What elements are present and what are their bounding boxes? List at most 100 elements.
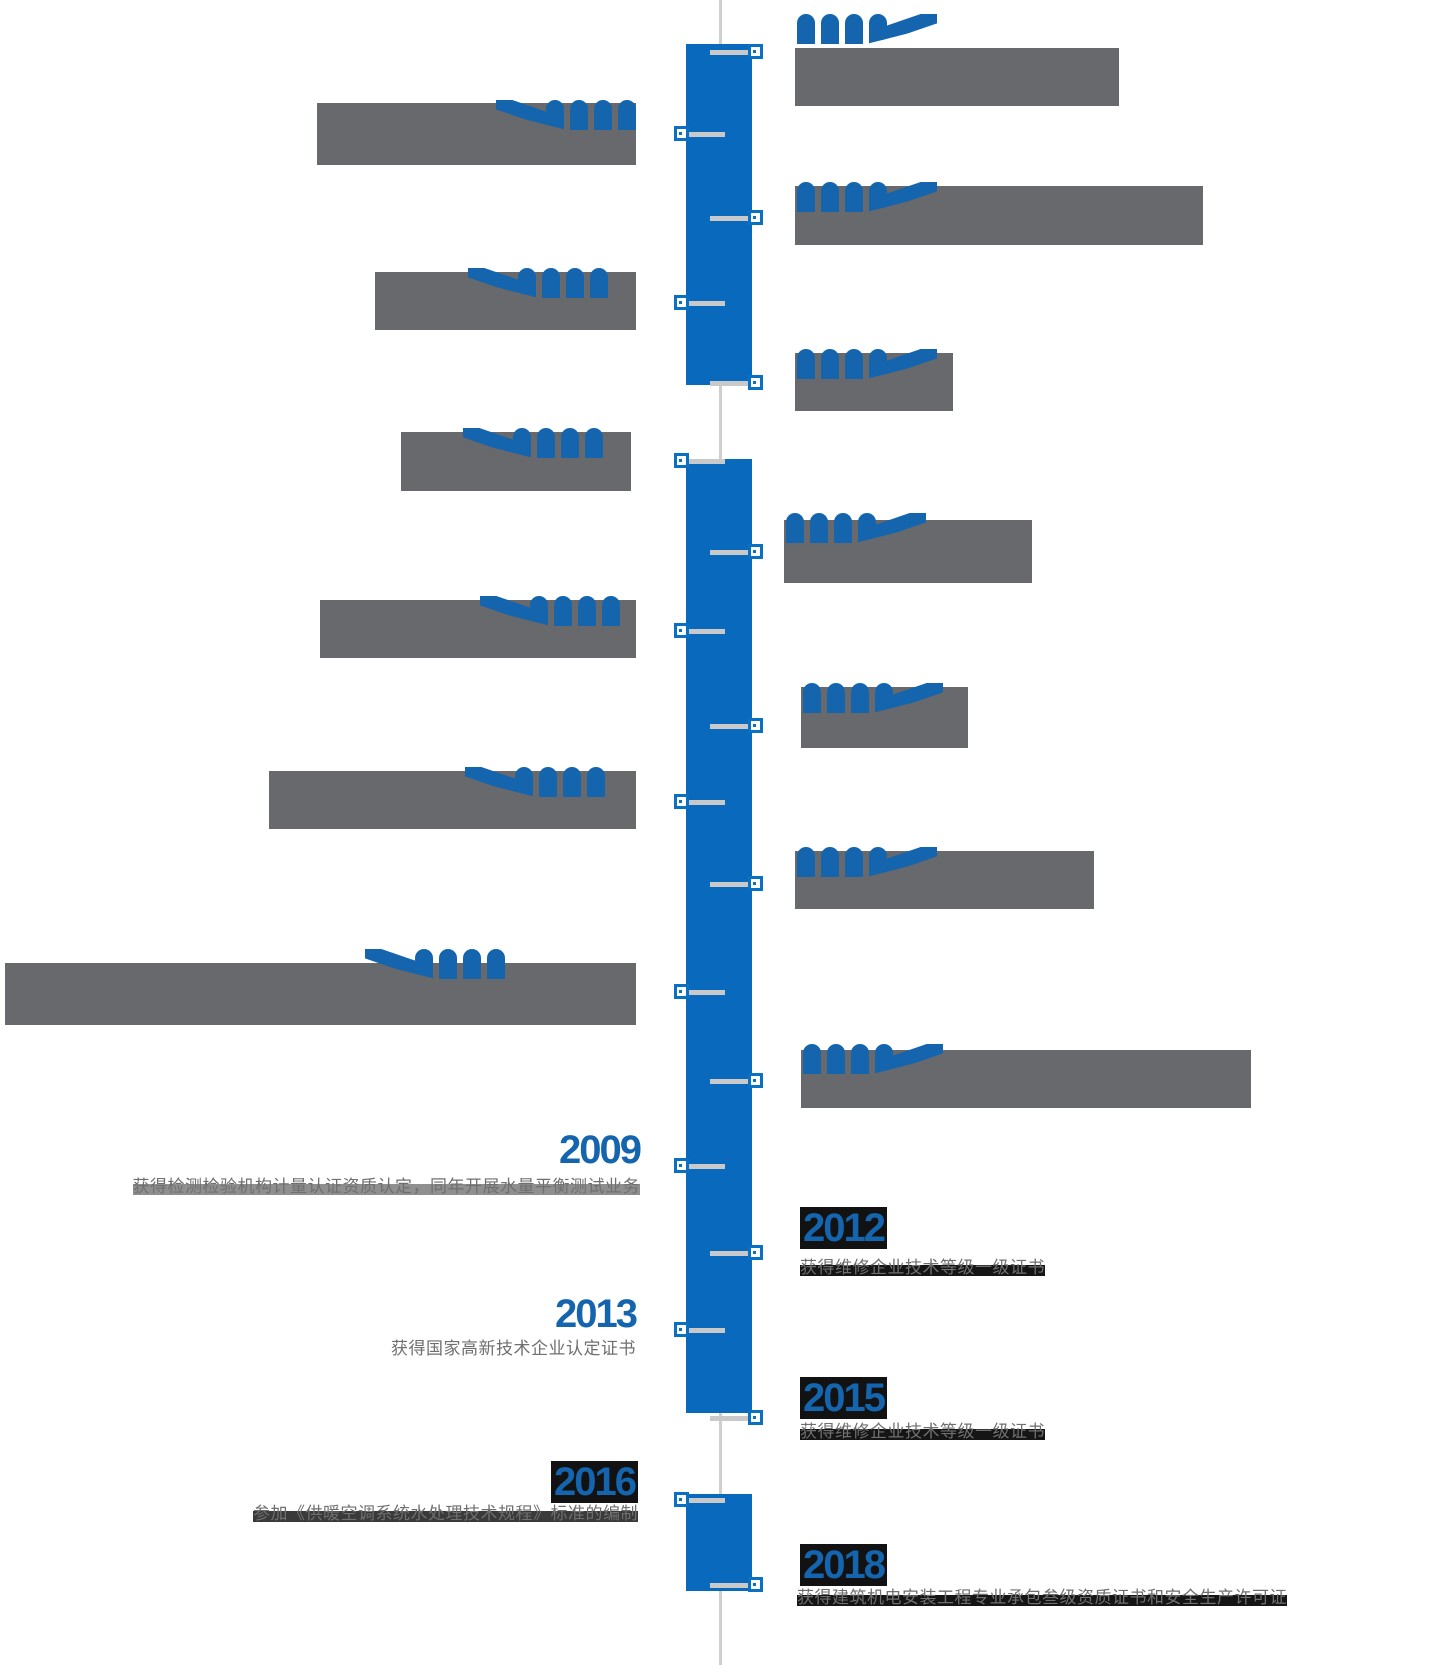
year-digit-top [827,683,845,713]
timeline-tick [710,550,750,555]
year-digit-top [585,428,603,458]
year-digit-top [845,14,863,44]
milestone-description-text: 获得维修企业技术等级一级证书 [800,1422,1045,1441]
timeline-tick [710,1416,750,1421]
year-digit-top [563,767,581,797]
timeline-tick [687,132,725,137]
year-digit-top [797,349,815,379]
timeline-bar-segment [686,1494,752,1591]
year-digit-top [803,1044,821,1074]
year-digit-top [618,100,636,130]
year-digit-top [821,847,839,877]
timeline-node-icon [674,623,689,638]
year-digit-top [594,100,612,130]
year-digit-top [561,428,579,458]
milestone-year: 2015 [800,1377,887,1419]
milestone-description: 参加《供暖空调系统水处理技术规程》标准的编制 [253,1503,638,1525]
year-digit-top [797,847,815,877]
year-digit-top [439,949,457,979]
timeline-tick [710,381,750,386]
year-digit-top [845,847,863,877]
milestone-description-text: 获得国家高新技术企业认定证书 [391,1339,636,1358]
year-digit-top [851,1044,869,1074]
year-digit-top [539,767,557,797]
year-digit-top [487,949,505,979]
milestone-year: 2013 [555,1292,638,1336]
timeline-tick [687,990,725,995]
milestone-year: 2009 [559,1128,642,1172]
obscured-year-glyphs [484,100,636,148]
milestone-description-text: 获得检测检验机构计量认证资质认定，同年开展水量平衡测试业务 [132,1177,640,1196]
milestone-description-text: 获得维修企业技术等级一级证书 [800,1258,1045,1277]
year-digit-top [786,513,804,543]
timeline-tick [687,1328,725,1333]
timeline-node-icon [748,876,763,891]
year-swoosh-icon [881,14,937,43]
obscured-year-glyphs [468,596,620,644]
timeline-node-icon [674,453,689,468]
timeline-tick [710,1583,750,1588]
timeline-tick [710,724,750,729]
timeline-node-icon [674,295,689,310]
milestone-description: 获得国家高新技术企业认定证书 [391,1338,636,1360]
milestone-description-text: 参加《供暖空调系统水处理技术规程》标准的编制 [253,1504,638,1523]
year-digit-top [821,182,839,212]
timeline-node-icon [748,1410,763,1425]
obscured-year-glyphs [797,14,949,62]
timeline-node-icon [748,1245,763,1260]
timeline-node-icon [674,794,689,809]
year-digit-top [542,268,560,298]
timeline-node-icon [674,1322,689,1337]
year-digit-top [834,513,852,543]
milestone-year: 2012 [800,1207,887,1249]
timeline-node-icon [748,1073,763,1088]
year-digit-top [570,100,588,130]
obscured-year-glyphs [797,349,949,397]
timeline-node-icon [748,718,763,733]
year-digit-top [797,182,815,212]
timeline-node-icon [674,984,689,999]
timeline-node-icon [748,544,763,559]
milestone-description: 获得维修企业技术等级一级证书 [800,1421,1045,1443]
year-digit-top [602,596,620,626]
obscured-year-glyphs [451,428,603,476]
timeline-tick [687,800,725,805]
year-digit-top [537,428,555,458]
timeline-tick [687,459,725,464]
timeline-tick [687,1164,725,1169]
obscured-year-glyphs [803,683,955,731]
milestone-cover-block [795,48,1119,106]
timeline-node-icon [674,126,689,141]
timeline-node-icon [748,1577,763,1592]
obscured-year-glyphs [456,268,608,316]
timeline-tick [710,1079,750,1084]
obscured-year-glyphs [353,949,505,997]
milestone-year: 2016 [551,1461,638,1503]
timeline-bar-segment [686,459,752,1413]
milestone-description: 获得建筑机电安装工程专业承包叁级资质证书和安全生产许可证 [797,1587,1287,1609]
year-digit-top [845,182,863,212]
timeline-tick [687,301,725,306]
obscured-year-glyphs [797,182,949,230]
obscured-year-glyphs [453,767,605,815]
year-digit-top [578,596,596,626]
timeline-node-icon [748,375,763,390]
timeline-tick [710,1251,750,1256]
year-digit-top [590,268,608,298]
year-digit-top [845,349,863,379]
obscured-year-glyphs [797,847,949,895]
obscured-year-glyphs [803,1044,955,1092]
timeline-tick [710,216,750,221]
timeline-node-icon [674,1158,689,1173]
milestone-year: 2018 [800,1544,887,1586]
timeline-tick [710,50,750,55]
year-digit-top [821,14,839,44]
timeline-node-icon [748,210,763,225]
timeline-tick [687,629,725,634]
milestone-cover-block [5,963,636,1025]
milestone-cover-block [795,851,1094,909]
milestone-description: 获得维修企业技术等级一级证书 [800,1257,1045,1279]
year-digit-top [554,596,572,626]
year-digit-top [797,14,815,44]
